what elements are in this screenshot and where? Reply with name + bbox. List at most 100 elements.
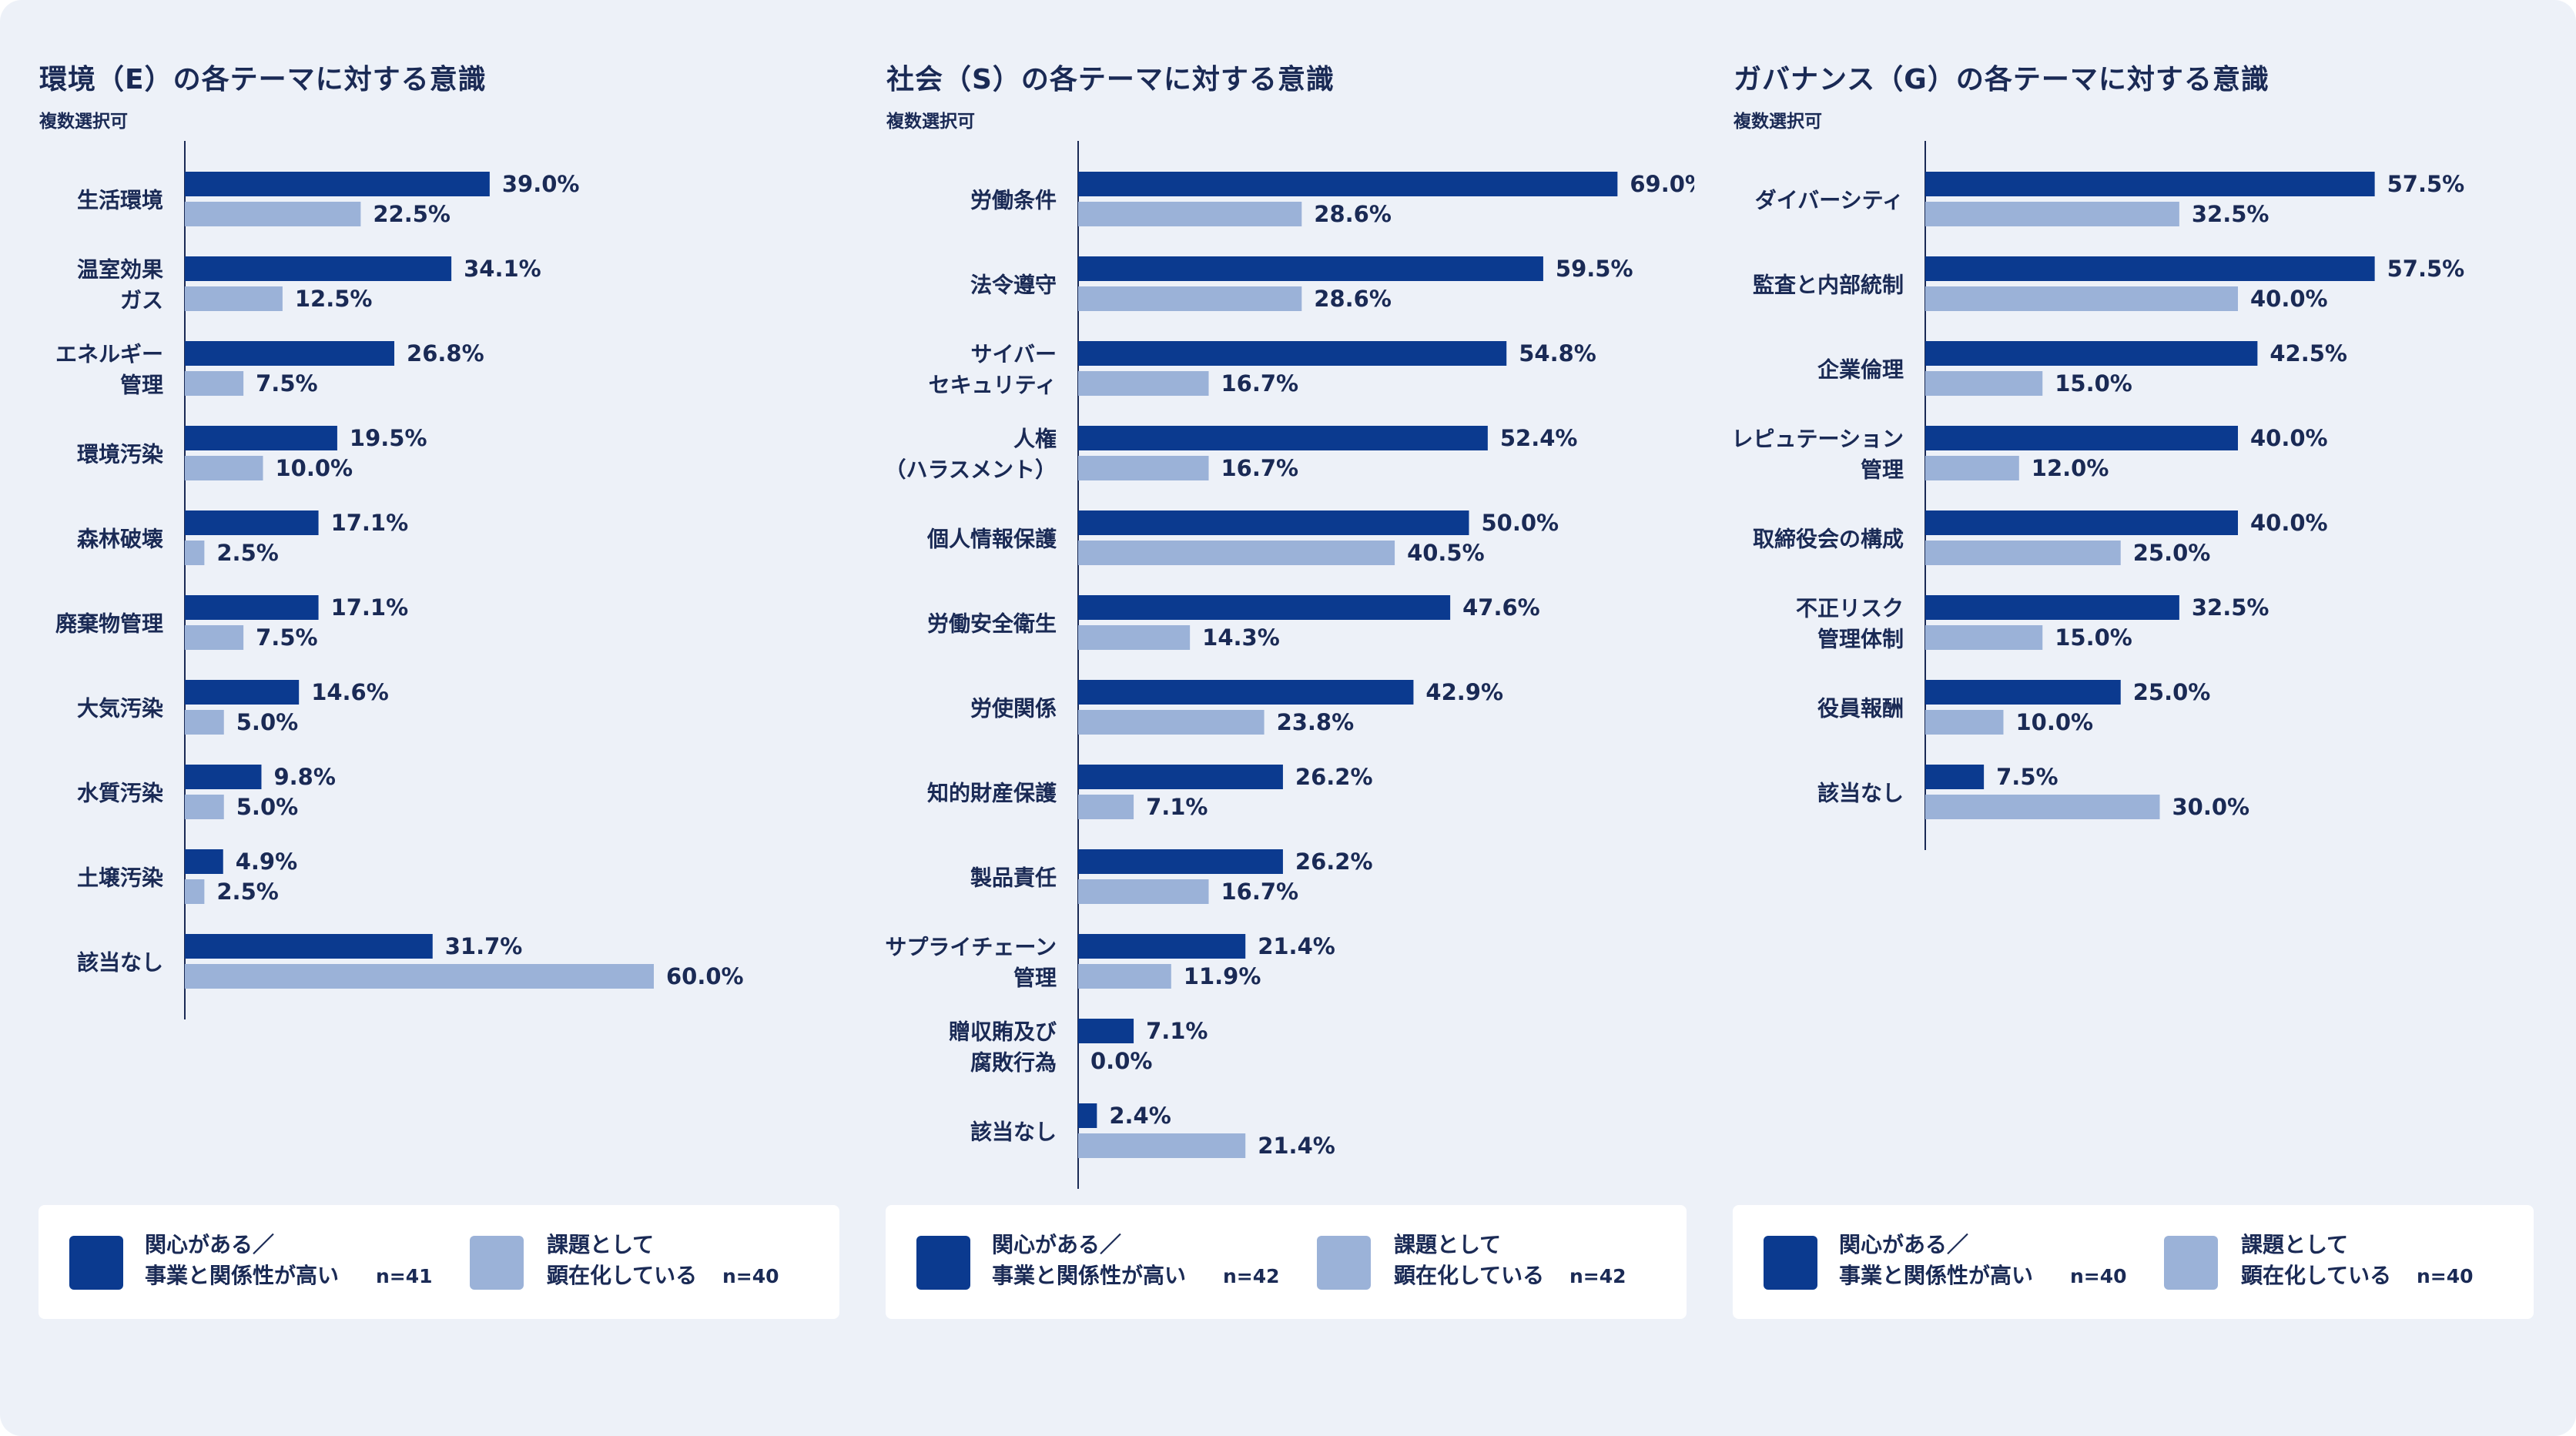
category-label: 温室効果: [77, 257, 163, 283]
data-label: 40.0%: [2250, 510, 2328, 536]
bar-primary: [1078, 595, 1451, 620]
category-label: 管理: [1861, 457, 1904, 483]
legend-swatch-secondary: [2164, 1236, 2218, 1290]
legend-n-primary: n=40: [2070, 1265, 2127, 1287]
category-label: 個人情報保護: [926, 527, 1057, 552]
bar-primary: [185, 595, 319, 620]
bar-secondary: [1078, 456, 1209, 480]
legend-n-secondary: n=42: [1569, 1265, 1626, 1287]
data-label: 57.5%: [2387, 256, 2465, 282]
data-label: 5.0%: [236, 794, 298, 820]
data-label: 22.5%: [373, 201, 451, 227]
category-label: 企業倫理: [1817, 357, 1904, 383]
bar-secondary: [1078, 625, 1191, 650]
bar-primary: [1925, 172, 2375, 196]
bar-secondary: [1078, 879, 1209, 904]
category-label: ダイバーシティ: [1755, 188, 1904, 213]
category-label: 労働条件: [970, 188, 1057, 213]
panel-social: 社会（S）の各テーマに対する意識 複数選択可 労働条件 69.0% 28.6% 法令遵…: [847, 0, 1694, 1436]
data-label: 59.5%: [1556, 256, 1633, 282]
bar-primary: [1078, 341, 1507, 366]
data-label: 60.0%: [666, 963, 744, 989]
data-label: 69.0%: [1630, 171, 1694, 197]
legend: 関心がある／ 事業と関係性が高い n=41 課題として 顕在化している n=40: [39, 1205, 839, 1319]
data-label: 15.0%: [2055, 370, 2132, 397]
legend: 関心がある／ 事業と関係性が高い n=40 課題として 顕在化している n=40: [1733, 1205, 2534, 1319]
bar-secondary: [1925, 625, 2043, 650]
data-label: 25.0%: [2133, 679, 2211, 705]
bar-primary: [185, 680, 300, 705]
category-label: サプライチェーン: [885, 935, 1057, 960]
category-label: 管理: [120, 373, 163, 398]
category-label: エネルギー: [55, 342, 163, 367]
category-label: 生活環境: [77, 188, 163, 213]
data-label: 5.0%: [236, 709, 298, 735]
data-label: 7.5%: [1996, 764, 2058, 790]
legend-label-secondary: 課題として 顕在化している: [2241, 1232, 2392, 1288]
legend-n-secondary: n=40: [2417, 1265, 2474, 1287]
data-label: 28.6%: [1314, 286, 1392, 312]
bar-primary: [1078, 172, 1618, 196]
bar-primary: [185, 256, 452, 281]
data-label: 52.4%: [1500, 425, 1578, 451]
legend-label-secondary: 課題として 顕在化している: [1394, 1232, 1545, 1288]
data-label: 16.7%: [1221, 879, 1299, 905]
data-label: 17.1%: [331, 510, 409, 536]
bar-primary: [185, 426, 337, 450]
bar-primary: [1078, 1019, 1134, 1043]
legend-n-secondary: n=40: [722, 1265, 779, 1287]
bar-primary: [1078, 510, 1469, 535]
legend-label-primary: 関心がある／ 事業と関係性が高い: [1839, 1232, 2034, 1288]
bar-secondary: [185, 879, 205, 904]
data-label: 26.2%: [1295, 849, 1373, 875]
data-label: 16.7%: [1221, 370, 1299, 397]
data-label: 9.8%: [273, 764, 335, 790]
category-label: 環境汚染: [77, 442, 163, 467]
data-label: 7.5%: [256, 624, 317, 651]
bar-primary: [1925, 680, 2121, 705]
data-label: 26.2%: [1295, 764, 1373, 790]
bar-secondary: [185, 625, 244, 650]
bar-secondary: [1078, 286, 1302, 311]
bar-secondary: [185, 456, 263, 480]
bar-secondary: [185, 964, 654, 989]
bar-primary: [1078, 934, 1246, 959]
chart-subtitle: 複数選択可: [886, 112, 975, 132]
data-label: 11.9%: [1184, 963, 1261, 989]
data-label: 10.0%: [2016, 709, 2094, 735]
data-label: 42.9%: [1425, 679, 1503, 705]
category-label: 労使関係: [970, 696, 1057, 721]
data-label: 7.1%: [1146, 794, 1208, 820]
bar-primary: [1078, 849, 1283, 874]
data-label: 28.6%: [1314, 201, 1392, 227]
category-label: 管理: [1013, 966, 1057, 991]
bar-primary: [1925, 595, 2179, 620]
data-label: 30.0%: [2172, 794, 2250, 820]
data-label: 40.0%: [2250, 286, 2328, 312]
bar-secondary: [1078, 541, 1395, 565]
category-label: 腐敗行為: [970, 1050, 1057, 1076]
data-label: 57.5%: [2387, 171, 2465, 197]
bar-secondary: [1078, 1133, 1246, 1158]
category-label: 製品責任: [970, 865, 1057, 891]
data-label: 25.0%: [2133, 540, 2211, 566]
data-label: 42.5%: [2269, 340, 2347, 367]
bar-secondary: [1078, 371, 1209, 396]
data-label: 14.6%: [311, 679, 389, 705]
chart-title: 環境（E）の各テーマに対する意識: [39, 64, 487, 95]
bar-primary: [185, 172, 490, 196]
category-label: 該当なし: [1817, 781, 1904, 806]
legend-label-primary: 関心がある／ 事業と関係性が高い: [992, 1232, 1187, 1288]
data-label: 2.4%: [1109, 1103, 1171, 1129]
category-label: 該当なし: [77, 950, 163, 976]
category-label: ガス: [120, 288, 163, 313]
bar-secondary: [1925, 286, 2238, 311]
legend-swatch-primary: [1764, 1236, 1817, 1290]
bar-secondary: [1078, 964, 1171, 989]
data-label: 10.0%: [276, 455, 353, 481]
data-label: 21.4%: [1258, 933, 1335, 959]
bar-primary: [1925, 426, 2238, 450]
